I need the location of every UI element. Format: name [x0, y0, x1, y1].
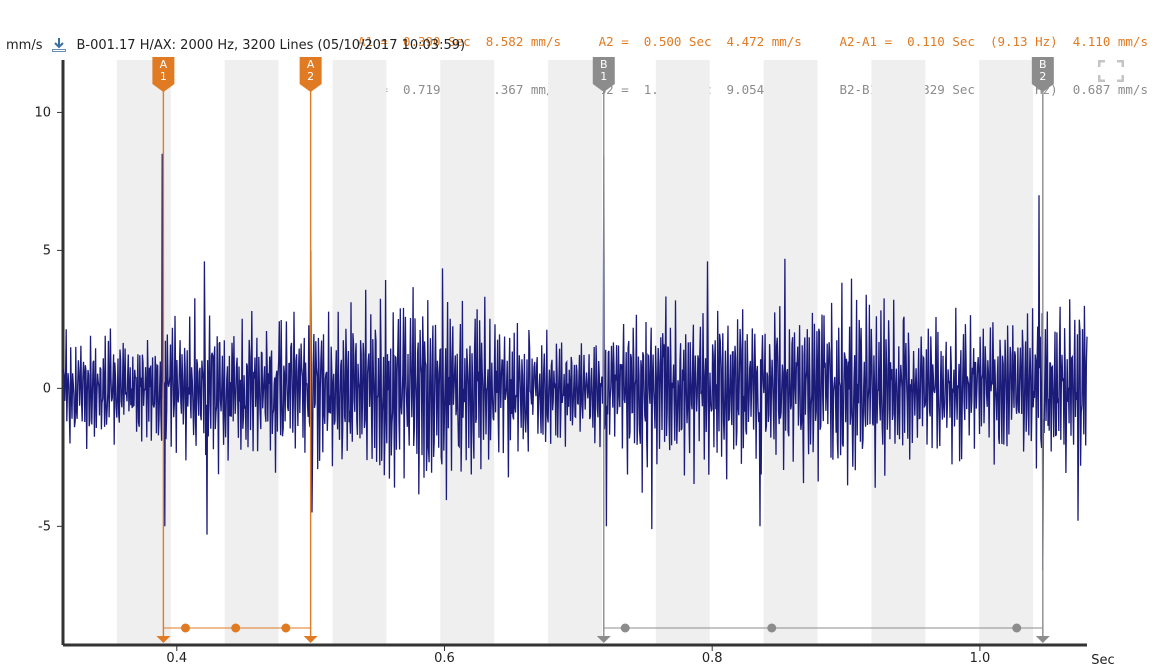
x-tick-label: 0.6	[434, 651, 455, 666]
cursor-label: 2	[1039, 70, 1046, 83]
harmonic-marker[interactable]	[231, 623, 241, 633]
cursor-label: A	[307, 58, 315, 71]
x-tick-label: 1.0	[970, 651, 991, 666]
x-axis-label: Sec	[1091, 653, 1114, 668]
download-icon[interactable]	[50, 36, 68, 54]
signal-info: B-001.17 H/AX: 2000 Hz, 3200 Lines (05/1…	[76, 37, 466, 53]
cursor-bottom-marker	[303, 636, 318, 643]
grid-band	[979, 60, 1034, 645]
cursor-handle-b1[interactable]	[592, 57, 615, 92]
cursor-bottom-marker	[1035, 636, 1050, 643]
chart-header: mm/s B-001.17 H/AX: 2000 Hz, 3200 Lines …	[6, 36, 465, 54]
cursor-label: B	[1039, 58, 1047, 71]
y-tick-label: 0	[43, 381, 51, 396]
cursor-handle-a1[interactable]	[152, 57, 175, 92]
x-tick-label: 0.8	[702, 651, 723, 666]
harmonic-marker[interactable]	[767, 623, 777, 633]
cursor-label: A	[160, 58, 168, 71]
expand-icon[interactable]	[1098, 60, 1124, 82]
harmonic-marker[interactable]	[180, 623, 190, 633]
grid-band	[332, 60, 387, 645]
cursor-handle-a2[interactable]	[299, 57, 322, 92]
y-tick-label: 5	[43, 243, 51, 258]
cursor-a-readout: A1 = 0.390 Sec 8.582 mm/s A2 = 0.500 Sec…	[357, 34, 1148, 49]
harmonic-marker[interactable]	[1012, 623, 1022, 633]
harmonic-marker[interactable]	[620, 623, 630, 633]
harmonic-marker[interactable]	[281, 623, 291, 633]
x-tick-label: 0.4	[166, 651, 187, 666]
cursor-bottom-marker	[156, 636, 171, 643]
cursor-label: B	[600, 58, 608, 71]
y-tick-label: 10	[34, 105, 51, 120]
y-unit-label: mm/s	[6, 37, 43, 53]
cursor-bottom-marker	[596, 636, 611, 643]
cursor-handle-b2[interactable]	[1031, 57, 1054, 92]
cursor-label: 1	[600, 70, 607, 83]
signal-line	[62, 153, 1088, 571]
cursor-label: 2	[307, 70, 314, 83]
cursor-label: 1	[160, 70, 167, 83]
y-tick-label: -5	[38, 519, 51, 534]
